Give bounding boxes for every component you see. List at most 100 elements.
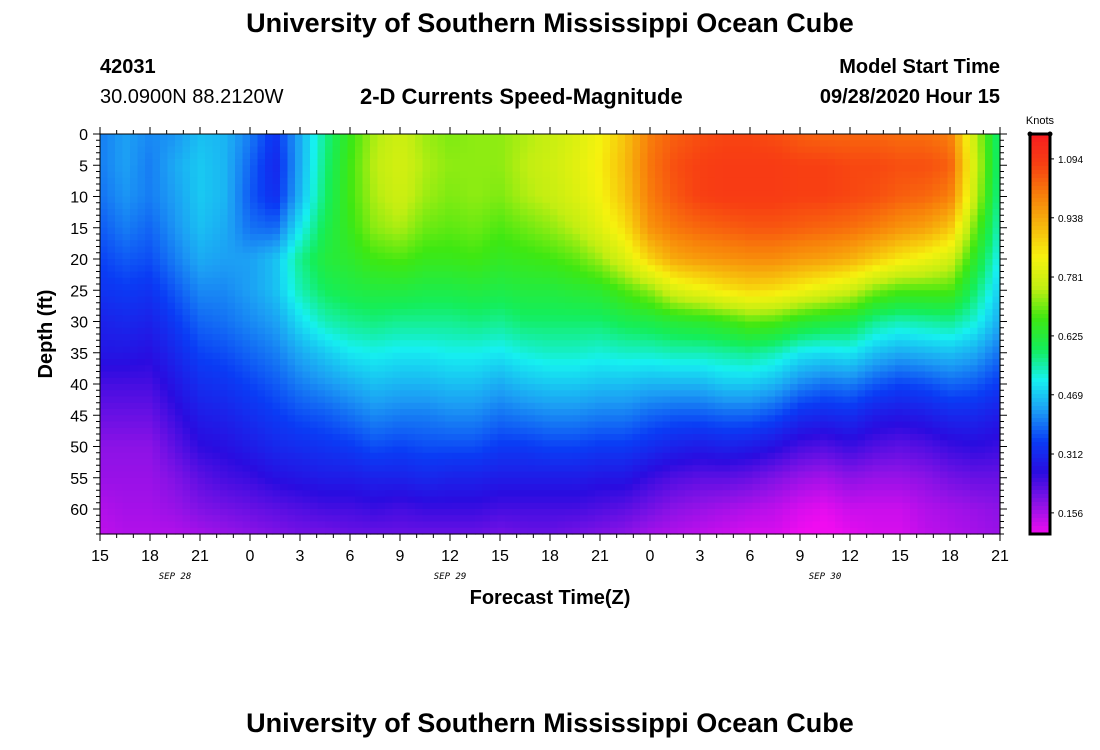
heatmap-cell xyxy=(565,190,574,198)
heatmap-cell xyxy=(565,365,574,373)
heatmap-cell xyxy=(460,390,469,398)
heatmap-cell xyxy=(572,396,581,404)
heatmap-cell xyxy=(595,421,604,429)
heatmap-cell xyxy=(130,502,139,510)
heatmap-cell xyxy=(467,315,476,323)
heatmap-cell xyxy=(520,427,529,435)
heatmap-cell xyxy=(617,227,626,235)
heatmap-cell xyxy=(490,315,499,323)
heatmap-cell xyxy=(677,240,686,248)
heatmap-cell xyxy=(550,190,559,198)
heatmap-cell xyxy=(662,440,671,448)
heatmap-cell xyxy=(415,371,424,379)
heatmap-cell xyxy=(190,515,199,523)
heatmap-cell xyxy=(325,471,334,479)
heatmap-cell xyxy=(640,296,649,304)
heatmap-cell xyxy=(640,446,649,454)
heatmap-cell xyxy=(250,509,259,516)
heatmap-cell xyxy=(257,315,266,323)
heatmap-cell xyxy=(617,234,626,241)
heatmap-cell xyxy=(565,502,574,510)
heatmap-cell xyxy=(512,396,521,404)
heatmap-cell xyxy=(565,290,574,298)
heatmap-cell xyxy=(497,190,506,198)
heatmap-cell xyxy=(677,159,686,166)
heatmap-cell xyxy=(437,321,446,329)
heatmap-cell xyxy=(422,346,431,354)
heatmap-cell xyxy=(377,434,386,441)
heatmap-cell xyxy=(565,152,574,160)
heatmap-cell xyxy=(497,252,506,260)
heatmap-cell xyxy=(265,315,274,323)
heatmap-cell xyxy=(190,334,199,341)
heatmap-cell xyxy=(332,365,341,373)
heatmap-cell xyxy=(550,415,559,423)
heatmap-cell xyxy=(115,259,124,266)
heatmap-cell xyxy=(100,346,109,354)
heatmap-cell xyxy=(512,190,521,198)
heatmap-cell xyxy=(662,496,671,504)
heatmap-cell xyxy=(257,409,266,416)
heatmap-cell xyxy=(460,459,469,466)
heatmap-cell xyxy=(265,471,274,479)
heatmap-cell xyxy=(422,421,431,429)
heatmap-cell xyxy=(295,359,304,366)
heatmap-cell xyxy=(197,271,206,279)
heatmap-cell xyxy=(490,209,499,216)
heatmap-cell xyxy=(145,477,154,485)
heatmap-cell xyxy=(595,209,604,216)
heatmap-cell xyxy=(190,365,199,373)
heatmap-cell xyxy=(520,334,529,341)
heatmap-cell xyxy=(467,459,476,466)
heatmap-cell xyxy=(235,396,244,404)
heatmap-cell xyxy=(145,215,154,223)
heatmap-cell xyxy=(580,146,589,154)
heatmap-cell xyxy=(280,471,289,479)
heatmap-cell xyxy=(242,152,251,160)
heatmap-cell xyxy=(212,465,221,473)
heatmap-cell xyxy=(212,152,221,160)
heatmap-cell xyxy=(535,259,544,266)
heatmap-cell xyxy=(512,315,521,323)
heatmap-cell xyxy=(362,202,371,210)
heatmap-cell xyxy=(475,171,484,179)
heatmap-cell xyxy=(152,421,161,429)
heatmap-cell xyxy=(122,134,131,141)
heatmap-cell xyxy=(257,227,266,235)
heatmap-cell xyxy=(265,215,274,223)
heatmap-cell xyxy=(122,290,131,298)
heatmap-cell xyxy=(145,221,154,229)
heatmap-cell xyxy=(557,440,566,448)
heatmap-cell xyxy=(182,227,191,235)
heatmap-cell xyxy=(310,409,319,416)
heatmap-cell xyxy=(625,384,634,391)
heatmap-cell xyxy=(512,284,521,291)
heatmap-cell xyxy=(437,146,446,154)
heatmap-cell xyxy=(107,215,116,223)
heatmap-cell xyxy=(595,415,604,423)
heatmap-cell xyxy=(505,346,514,354)
heatmap-cell xyxy=(152,134,161,141)
heatmap-cell xyxy=(212,259,221,266)
heatmap-cell xyxy=(400,396,409,404)
heatmap-cell xyxy=(265,515,274,523)
heatmap-cell xyxy=(175,146,184,154)
heatmap-cell xyxy=(160,240,169,248)
heatmap-cell xyxy=(415,140,424,148)
heatmap-cell xyxy=(175,134,184,141)
heatmap-cell xyxy=(362,259,371,266)
heatmap-cell xyxy=(220,340,229,348)
heatmap-cell xyxy=(460,215,469,223)
heatmap-cell xyxy=(542,459,551,466)
heatmap-cell xyxy=(115,252,124,260)
heatmap-cell xyxy=(182,140,191,148)
heatmap-cell xyxy=(160,334,169,341)
heatmap-cell xyxy=(482,509,491,516)
heatmap-cell xyxy=(182,290,191,298)
heatmap-cell xyxy=(257,259,266,266)
heatmap-cell xyxy=(572,477,581,485)
heatmap-cell xyxy=(227,334,236,341)
heatmap-cell xyxy=(332,165,341,173)
heatmap-cell xyxy=(182,496,191,504)
heatmap-cell xyxy=(332,396,341,404)
